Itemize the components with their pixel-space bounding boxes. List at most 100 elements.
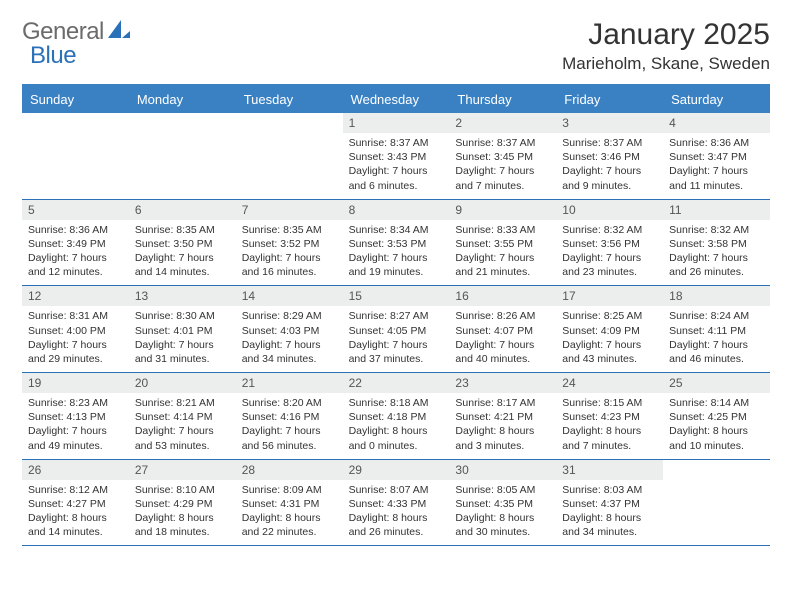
- sunset-text: Sunset: 4:14 PM: [135, 410, 230, 424]
- sunset-text: Sunset: 3:53 PM: [349, 237, 444, 251]
- day-data: Sunrise: 8:34 AMSunset: 3:53 PMDaylight:…: [343, 220, 450, 286]
- calendar-cell: 6Sunrise: 8:35 AMSunset: 3:50 PMDaylight…: [129, 200, 236, 287]
- date-number: 18: [663, 286, 770, 306]
- daylight-text: Daylight: 7 hours and 7 minutes.: [455, 164, 550, 192]
- daylight-text: Daylight: 8 hours and 18 minutes.: [135, 511, 230, 539]
- day-data: Sunrise: 8:29 AMSunset: 4:03 PMDaylight:…: [236, 306, 343, 372]
- sunrise-text: Sunrise: 8:20 AM: [242, 396, 337, 410]
- day-data: Sunrise: 8:26 AMSunset: 4:07 PMDaylight:…: [449, 306, 556, 372]
- date-number: 14: [236, 286, 343, 306]
- weekday-header: Sunday: [22, 86, 129, 113]
- calendar-cell: 0: [22, 113, 129, 200]
- calendar-cell: 4Sunrise: 8:36 AMSunset: 3:47 PMDaylight…: [663, 113, 770, 200]
- date-number: 5: [22, 200, 129, 220]
- calendar-cell: 16Sunrise: 8:26 AMSunset: 4:07 PMDayligh…: [449, 286, 556, 373]
- daylight-text: Daylight: 8 hours and 10 minutes.: [669, 424, 764, 452]
- daylight-text: Daylight: 8 hours and 26 minutes.: [349, 511, 444, 539]
- sunset-text: Sunset: 4:13 PM: [28, 410, 123, 424]
- sunrise-text: Sunrise: 8:25 AM: [562, 309, 657, 323]
- daylight-text: Daylight: 7 hours and 34 minutes.: [242, 338, 337, 366]
- date-number: 25: [663, 373, 770, 393]
- daylight-text: Daylight: 8 hours and 34 minutes.: [562, 511, 657, 539]
- sunrise-text: Sunrise: 8:34 AM: [349, 223, 444, 237]
- daylight-text: Daylight: 7 hours and 40 minutes.: [455, 338, 550, 366]
- calendar-cell: 12Sunrise: 8:31 AMSunset: 4:00 PMDayligh…: [22, 286, 129, 373]
- calendar-cell: 27Sunrise: 8:10 AMSunset: 4:29 PMDayligh…: [129, 460, 236, 547]
- calendar-cell: 31Sunrise: 8:03 AMSunset: 4:37 PMDayligh…: [556, 460, 663, 547]
- date-number: 11: [663, 200, 770, 220]
- sunset-text: Sunset: 3:45 PM: [455, 150, 550, 164]
- calendar-cell: 9Sunrise: 8:33 AMSunset: 3:55 PMDaylight…: [449, 200, 556, 287]
- date-number: 1: [343, 113, 450, 133]
- day-data: Sunrise: 8:07 AMSunset: 4:33 PMDaylight:…: [343, 480, 450, 546]
- calendar-cell: 10Sunrise: 8:32 AMSunset: 3:56 PMDayligh…: [556, 200, 663, 287]
- day-data: Sunrise: 8:32 AMSunset: 3:58 PMDaylight:…: [663, 220, 770, 286]
- daylight-text: Daylight: 7 hours and 6 minutes.: [349, 164, 444, 192]
- day-data: Sunrise: 8:36 AMSunset: 3:49 PMDaylight:…: [22, 220, 129, 286]
- date-number: 13: [129, 286, 236, 306]
- day-data: Sunrise: 8:36 AMSunset: 3:47 PMDaylight:…: [663, 133, 770, 199]
- sunset-text: Sunset: 4:07 PM: [455, 324, 550, 338]
- date-number: 20: [129, 373, 236, 393]
- sunrise-text: Sunrise: 8:32 AM: [669, 223, 764, 237]
- sunrise-text: Sunrise: 8:35 AM: [135, 223, 230, 237]
- day-data: Sunrise: 8:35 AMSunset: 3:50 PMDaylight:…: [129, 220, 236, 286]
- sunrise-text: Sunrise: 8:07 AM: [349, 483, 444, 497]
- daylight-text: Daylight: 7 hours and 19 minutes.: [349, 251, 444, 279]
- calendar-cell: 20Sunrise: 8:21 AMSunset: 4:14 PMDayligh…: [129, 373, 236, 460]
- sunset-text: Sunset: 4:31 PM: [242, 497, 337, 511]
- sunrise-text: Sunrise: 8:26 AM: [455, 309, 550, 323]
- calendar-cell: 14Sunrise: 8:29 AMSunset: 4:03 PMDayligh…: [236, 286, 343, 373]
- sunset-text: Sunset: 3:47 PM: [669, 150, 764, 164]
- day-data: [236, 133, 343, 142]
- daylight-text: Daylight: 7 hours and 11 minutes.: [669, 164, 764, 192]
- weekday-header: Thursday: [449, 86, 556, 113]
- sunrise-text: Sunrise: 8:36 AM: [669, 136, 764, 150]
- sunset-text: Sunset: 4:11 PM: [669, 324, 764, 338]
- daylight-text: Daylight: 7 hours and 53 minutes.: [135, 424, 230, 452]
- daylight-text: Daylight: 7 hours and 31 minutes.: [135, 338, 230, 366]
- sunrise-text: Sunrise: 8:17 AM: [455, 396, 550, 410]
- sunset-text: Sunset: 3:46 PM: [562, 150, 657, 164]
- day-data: Sunrise: 8:31 AMSunset: 4:00 PMDaylight:…: [22, 306, 129, 372]
- daylight-text: Daylight: 8 hours and 7 minutes.: [562, 424, 657, 452]
- date-number: 31: [556, 460, 663, 480]
- sunset-text: Sunset: 4:35 PM: [455, 497, 550, 511]
- calendar-cell: 28Sunrise: 8:09 AMSunset: 4:31 PMDayligh…: [236, 460, 343, 547]
- daylight-text: Daylight: 8 hours and 22 minutes.: [242, 511, 337, 539]
- date-number: 7: [236, 200, 343, 220]
- weekday-header: Saturday: [663, 86, 770, 113]
- calendar-cell: 0: [236, 113, 343, 200]
- calendar-cell: 17Sunrise: 8:25 AMSunset: 4:09 PMDayligh…: [556, 286, 663, 373]
- daylight-text: Daylight: 8 hours and 30 minutes.: [455, 511, 550, 539]
- day-data: Sunrise: 8:27 AMSunset: 4:05 PMDaylight:…: [343, 306, 450, 372]
- calendar-cell: 5Sunrise: 8:36 AMSunset: 3:49 PMDaylight…: [22, 200, 129, 287]
- date-number: 16: [449, 286, 556, 306]
- date-number: 24: [556, 373, 663, 393]
- day-data: Sunrise: 8:30 AMSunset: 4:01 PMDaylight:…: [129, 306, 236, 372]
- date-number: 21: [236, 373, 343, 393]
- sunrise-text: Sunrise: 8:33 AM: [455, 223, 550, 237]
- sunrise-text: Sunrise: 8:37 AM: [455, 136, 550, 150]
- day-data: Sunrise: 8:37 AMSunset: 3:45 PMDaylight:…: [449, 133, 556, 199]
- sunrise-text: Sunrise: 8:37 AM: [349, 136, 444, 150]
- sunrise-text: Sunrise: 8:27 AM: [349, 309, 444, 323]
- day-data: Sunrise: 8:18 AMSunset: 4:18 PMDaylight:…: [343, 393, 450, 459]
- calendar-cell: 0: [129, 113, 236, 200]
- logo-text-blue-wrap: Blue: [30, 42, 76, 70]
- calendar-cell: 2Sunrise: 8:37 AMSunset: 3:45 PMDaylight…: [449, 113, 556, 200]
- calendar-cell: 21Sunrise: 8:20 AMSunset: 4:16 PMDayligh…: [236, 373, 343, 460]
- weekday-header: Wednesday: [343, 86, 450, 113]
- date-number: 27: [129, 460, 236, 480]
- day-data: Sunrise: 8:10 AMSunset: 4:29 PMDaylight:…: [129, 480, 236, 546]
- sunset-text: Sunset: 4:18 PM: [349, 410, 444, 424]
- calendar-cell: 30Sunrise: 8:05 AMSunset: 4:35 PMDayligh…: [449, 460, 556, 547]
- sunset-text: Sunset: 4:09 PM: [562, 324, 657, 338]
- calendar-grid: SundayMondayTuesdayWednesdayThursdayFrid…: [22, 84, 770, 546]
- daylight-text: Daylight: 8 hours and 0 minutes.: [349, 424, 444, 452]
- daylight-text: Daylight: 7 hours and 46 minutes.: [669, 338, 764, 366]
- sunset-text: Sunset: 4:27 PM: [28, 497, 123, 511]
- date-number: 10: [556, 200, 663, 220]
- logo-sail-icon: [108, 20, 130, 45]
- date-number: 29: [343, 460, 450, 480]
